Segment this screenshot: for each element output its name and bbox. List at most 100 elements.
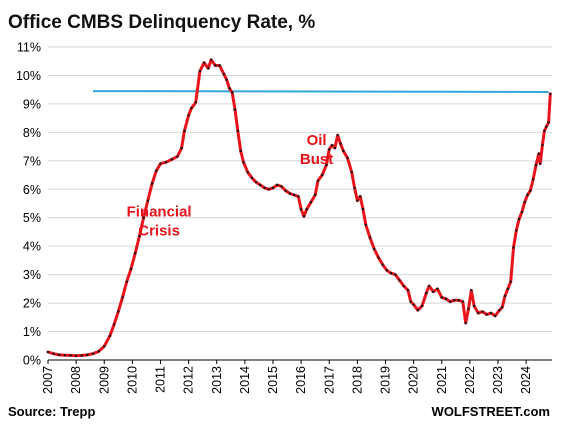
x-tick-label: 2010 <box>125 366 139 394</box>
data-point <box>406 289 410 292</box>
data-point <box>138 235 141 238</box>
data-point <box>297 195 300 198</box>
data-point <box>170 158 173 161</box>
x-tick-label: 2012 <box>182 366 196 394</box>
data-point <box>46 350 50 354</box>
reference-line <box>92 90 549 93</box>
y-tick-label: 4% <box>23 240 41 254</box>
data-point <box>509 280 512 283</box>
x-tick-label: 2017 <box>322 366 336 394</box>
x-tick-label: 2022 <box>463 366 477 394</box>
data-point <box>389 272 393 275</box>
data-point <box>316 179 320 182</box>
data-point <box>373 247 376 251</box>
x-tick-label: 2016 <box>294 366 308 394</box>
data-point <box>284 189 287 192</box>
data-point <box>228 87 231 90</box>
data-point <box>267 188 270 191</box>
data-point <box>457 299 460 302</box>
data-point <box>305 207 308 211</box>
data-point <box>309 200 313 204</box>
data-point <box>472 304 476 308</box>
data-point <box>207 67 210 70</box>
data-point <box>481 310 484 313</box>
data-point <box>547 121 550 124</box>
data-point <box>218 64 221 67</box>
data-point <box>103 345 106 348</box>
y-tick-label: 0% <box>23 354 41 368</box>
data-point <box>69 354 72 357</box>
y-tick-label: 11% <box>17 41 41 55</box>
data-point <box>276 183 279 187</box>
data-point <box>97 350 100 353</box>
data-point <box>222 72 225 76</box>
chart-title: Office CMBS Delinquency Rate, % <box>8 12 315 33</box>
data-point <box>549 92 552 96</box>
data-point <box>394 273 397 276</box>
data-point <box>58 353 61 357</box>
data-point <box>159 162 162 165</box>
x-tick-label: 2024 <box>519 366 533 394</box>
data-point <box>498 309 501 312</box>
data-point <box>517 217 521 221</box>
data-point <box>80 354 83 357</box>
data-point <box>250 176 254 180</box>
reference-line-group <box>92 90 549 93</box>
data-point <box>187 114 190 117</box>
x-tick-label: 2011 <box>154 366 168 393</box>
data-point <box>444 297 448 301</box>
data-point <box>526 193 529 197</box>
data-point <box>236 129 240 133</box>
data-point <box>485 313 488 316</box>
y-tick-label: 5% <box>23 211 41 225</box>
data-point <box>336 134 339 137</box>
data-point <box>63 353 67 357</box>
data-point <box>353 186 356 190</box>
data-point <box>292 193 296 197</box>
x-tick-label: 2013 <box>210 366 224 394</box>
data-point <box>448 300 452 303</box>
data-point <box>381 263 384 266</box>
x-tick-label: 2007 <box>41 366 55 394</box>
data-point <box>112 323 116 326</box>
data-point <box>402 284 405 288</box>
x-tick-label: 2015 <box>266 366 280 394</box>
data-point <box>543 129 546 133</box>
x-tick-label: 2008 <box>69 366 83 394</box>
data-point <box>503 294 507 298</box>
data-point <box>239 149 242 153</box>
data-point <box>529 189 532 192</box>
data-point <box>190 106 193 110</box>
data-point <box>427 284 431 288</box>
data-point <box>420 304 424 308</box>
grid-lines <box>48 46 552 333</box>
data-point <box>436 287 439 291</box>
data-point <box>198 69 202 73</box>
data-point <box>358 195 362 198</box>
data-point <box>506 287 510 291</box>
annotation-text: Financial <box>127 203 192 220</box>
y-tick-label: 1% <box>23 325 41 339</box>
data-point <box>467 307 470 310</box>
data-point <box>470 289 473 292</box>
data-point <box>129 267 133 271</box>
data-point <box>321 173 324 177</box>
data-point <box>194 101 197 104</box>
y-tick-label: 8% <box>23 126 41 140</box>
data-point <box>263 186 266 190</box>
data-point <box>489 311 493 315</box>
data-point <box>523 200 526 204</box>
data-point <box>288 192 292 195</box>
data-point <box>385 269 389 272</box>
source-label: Source: Trepp <box>8 404 95 419</box>
data-point <box>325 163 328 167</box>
data-point <box>368 236 372 239</box>
data-point <box>537 152 540 155</box>
x-tick-label: 2018 <box>350 366 364 394</box>
data-point <box>146 199 150 202</box>
data-point <box>356 199 359 202</box>
data-point <box>346 156 349 160</box>
data-point <box>209 58 213 62</box>
data-point <box>531 178 535 181</box>
